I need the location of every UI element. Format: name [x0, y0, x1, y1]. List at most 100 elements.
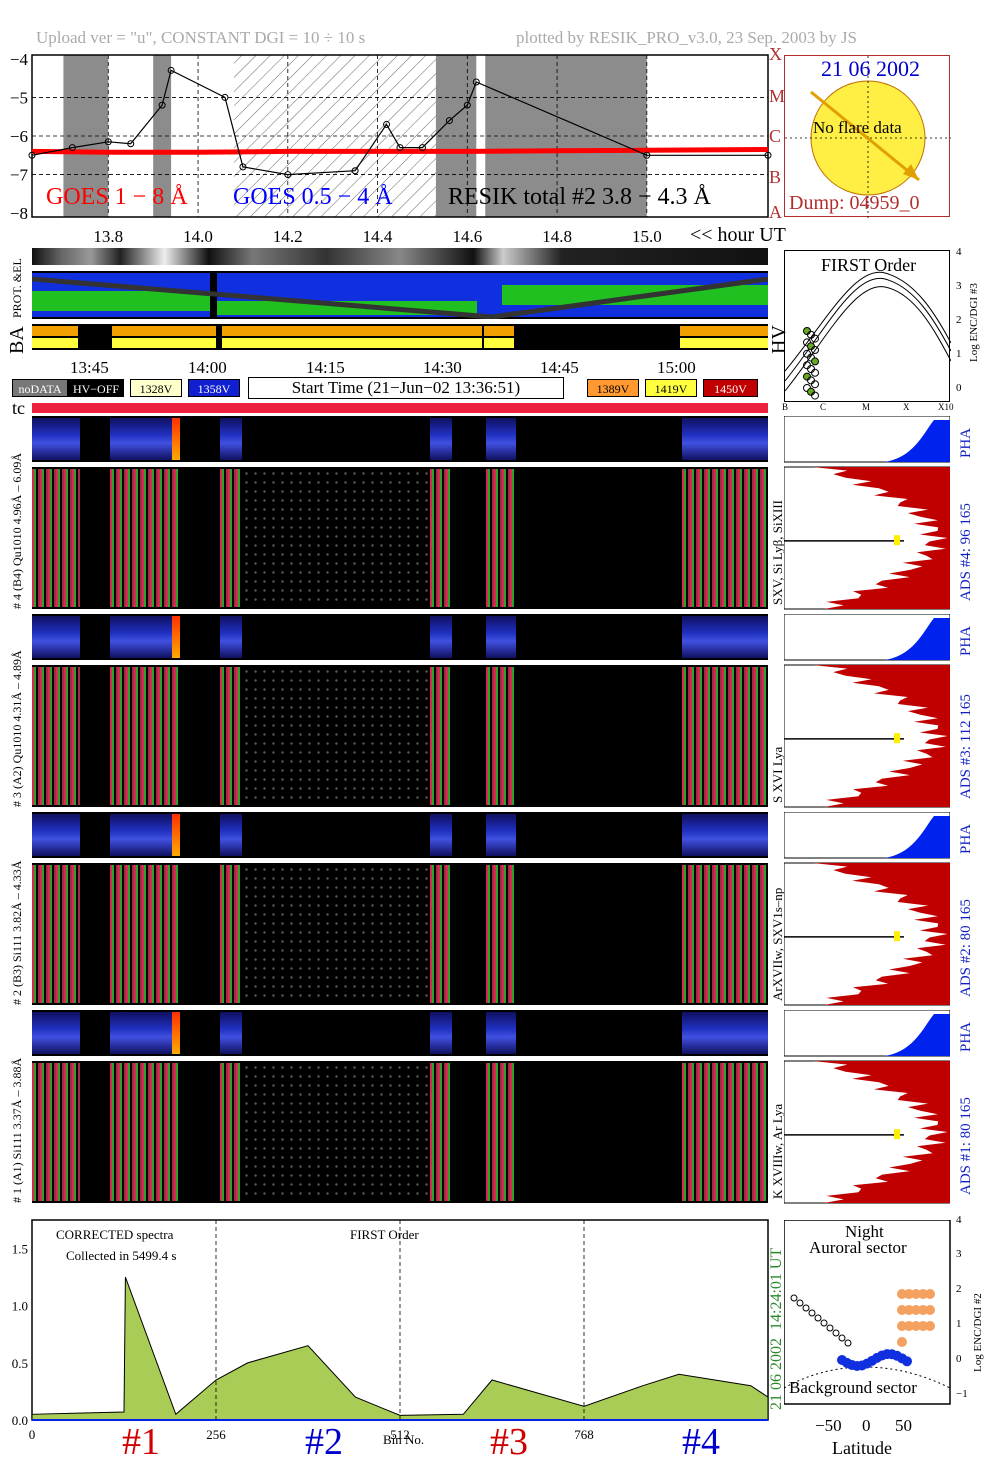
lat-auroral-point — [904, 1289, 914, 1299]
resik-point — [28, 151, 36, 159]
lat-auroral-point — [911, 1305, 921, 1315]
class-label-m: M — [769, 86, 786, 106]
pha-histogram — [784, 1014, 950, 1056]
ads-count-label: ADS #2: 80 165 — [958, 899, 974, 997]
lat-ytick: 4 — [956, 1214, 962, 1226]
spectrum-xtick: 256 — [206, 1427, 226, 1442]
lat-orbit-point — [838, 1334, 846, 1342]
lat-xtick: 50 — [895, 1416, 912, 1435]
sun-status: No flare data — [813, 118, 902, 137]
lat-auroral-point — [897, 1305, 907, 1315]
lat-background-point — [902, 1356, 912, 1367]
goes-xtick: 14.6 — [452, 227, 482, 246]
prot-el-strip — [32, 271, 768, 319]
time-tick: 14:45 — [540, 358, 579, 377]
lat-xtick: −50 — [815, 1416, 842, 1435]
lat-orbit-point — [826, 1324, 834, 1332]
ads-histogram — [784, 467, 950, 609]
spectrum-chart: 1.5 1.0 0.5 0.00 256 512 768 — [12, 1219, 769, 1442]
class-label-x: X — [769, 44, 782, 64]
pha-spectrogram — [32, 812, 768, 858]
spectrum-collected: Collected in 5499.4 s — [66, 1248, 177, 1263]
ads-count-label: ADS #3: 112 165 — [958, 694, 974, 799]
goes-xtick: 15.0 — [632, 227, 662, 246]
lat-auroral-point — [897, 1321, 907, 1331]
lat-ylabel: Log ENC/DGI #2 — [972, 1293, 984, 1372]
first-order-title: FIRST Order — [821, 255, 917, 275]
resik-point — [396, 144, 404, 152]
pha-spectrogram — [32, 416, 768, 462]
first-order-point — [807, 376, 815, 385]
fo-ytick: 3 — [956, 280, 962, 292]
pha-histogram — [784, 420, 950, 462]
legend-goes-long: GOES 1 − 8 Å — [46, 184, 188, 210]
class-label-a: A — [769, 202, 782, 222]
lat-auroral-point — [918, 1305, 928, 1315]
lat-auroral-point — [918, 1321, 928, 1331]
fo-ytick: 1 — [956, 348, 962, 360]
goes-xtick: 13.8 — [93, 227, 123, 246]
first-order-point — [803, 372, 811, 381]
channel-left-label: # 4 (B4) Qu1010 4.96Å – 6.09Å — [10, 453, 24, 609]
goes-xtick: 14.0 — [183, 227, 213, 246]
ba-strip — [32, 324, 768, 350]
goes-ytick: −8 — [10, 204, 28, 223]
tc-label: tc — [12, 398, 25, 418]
time-tick: 14:30 — [423, 358, 462, 377]
pha-spectrogram — [32, 1010, 768, 1056]
ads-histogram — [784, 665, 950, 807]
fo-ytick: 2 — [956, 314, 962, 326]
resik-point — [127, 140, 135, 148]
lat-auroral-point — [911, 1321, 921, 1331]
first-order-panel: FIRST Order — [784, 250, 951, 402]
first-order-point — [811, 380, 819, 389]
time-tick: 15:00 — [657, 358, 696, 377]
ads-count-label: ADS #4: 96 165 — [958, 503, 974, 601]
ads-histogram — [784, 863, 950, 1005]
first-order-point — [811, 334, 819, 343]
hour-ut-label: << hour UT — [690, 224, 786, 246]
legend-1358v: 1358V — [188, 379, 240, 397]
ads-count-label: ADS #1: 80 165 — [958, 1097, 974, 1195]
ads-spectrogram — [32, 1061, 768, 1203]
goes-chart: −4 −5 −6 −7 −8 13.8 14.0 14.2 14.4 14.6 14.8 15.0 — [10, 50, 772, 246]
goes-series-line — [31, 69, 768, 176]
lat-ytick: 2 — [956, 1283, 962, 1295]
latitude-chart — [784, 1220, 951, 1405]
prot-el-label: PROT. &EL — [10, 258, 24, 318]
lat-background: Background sector — [789, 1378, 917, 1397]
channel-left-label: # 2 (B3) Si111 3.82Å – 4.33Å — [10, 860, 24, 1005]
legend-resik: RESIK total #2 3.8 − 4.3 Å — [448, 184, 711, 210]
ads-yellow-marker — [894, 931, 900, 942]
first-order-point — [807, 365, 815, 373]
resik-point — [445, 117, 453, 125]
spectrum-xtick: 0 — [29, 1427, 36, 1442]
legend-hv-off: HV−OFF — [68, 379, 124, 397]
sun-panel: 21 06 2002 No flare data Dump: 04959_0 — [784, 55, 951, 218]
side-histograms — [784, 812, 950, 1006]
resik-point — [167, 66, 175, 74]
legend-1389v: 1389V — [587, 379, 639, 397]
goes-ytick: −5 — [10, 88, 28, 107]
side-histograms — [784, 416, 950, 610]
lat-orbit-point — [844, 1339, 852, 1347]
lat-auroral-point — [925, 1289, 935, 1299]
class-label-c: C — [769, 126, 782, 146]
first-order-point — [811, 357, 819, 366]
lat-ytick: 1 — [956, 1318, 962, 1330]
lat-auroral-point — [925, 1321, 935, 1331]
channel-left-label: # 1 (A1) Si111 3.37Å – 3.88Å — [10, 1057, 24, 1203]
resik-point — [158, 101, 166, 109]
header-left: Upload ver = "u", CONSTANT DGI = 10 ÷ 10… — [36, 28, 366, 47]
spectrum-title-left: CORRECTED spectra — [56, 1227, 174, 1242]
spectrum-ytick: 1.5 — [12, 1242, 28, 1257]
pha-histogram — [784, 618, 950, 660]
sun-date: 21 06 2002 — [821, 56, 920, 81]
resik-point — [383, 120, 391, 128]
channel-label-4: #4 — [682, 1421, 720, 1463]
lat-orbit-point — [820, 1319, 828, 1327]
fo-xtick: X10 — [938, 402, 954, 412]
resik-point — [239, 163, 247, 171]
lat-xtick: 0 — [862, 1416, 871, 1435]
lat-orbit-point — [790, 1294, 798, 1302]
